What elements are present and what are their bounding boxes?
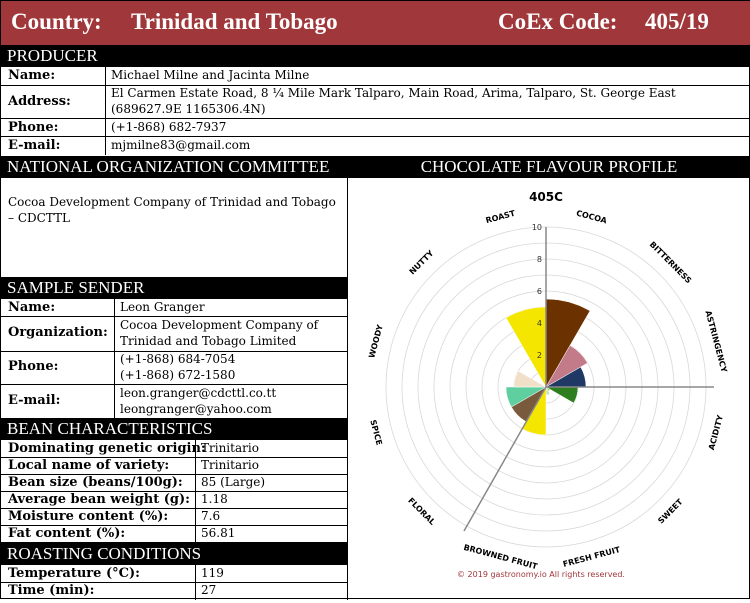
producer-address-label: Address: xyxy=(8,94,71,109)
axis-line-southwest xyxy=(463,386,547,532)
radial-tick-8: 8 xyxy=(537,255,542,264)
bean-value-2: 85 (Large) xyxy=(201,475,266,489)
wedge-woody xyxy=(513,370,547,388)
flavour-heading: CHOCOLATE FLAVOUR PROFILE xyxy=(347,156,750,178)
bean-label-5: Fat content (%): xyxy=(8,526,126,541)
polar-area-chart: 405C 2 4 6 8 10 COCOA BITTERNESS ASTRINGENCY ACID… xyxy=(367,190,728,579)
roast-label-0: Temperature (°C): xyxy=(8,566,140,581)
sender-phone-line1: (+1-868) 684-7054 xyxy=(120,352,236,366)
roast-value-1: 27 xyxy=(201,583,217,597)
radial-tick-2: 2 xyxy=(537,351,542,360)
noc-line2: – CDCTTL xyxy=(8,211,70,225)
category-label-woody: WOODY xyxy=(367,324,385,360)
roast-value-0: 119 xyxy=(201,566,224,580)
category-label-spice: SPICE xyxy=(368,419,383,446)
flavour-chart: 405C 2 4 6 8 10 COCOA BITTERNESS ASTRINGENCY ACID… xyxy=(347,179,750,599)
producer-email-value: mjmilne83@gmail.com xyxy=(111,138,251,152)
radial-tick-6: 6 xyxy=(537,287,542,296)
sender-name-label: Name: xyxy=(8,300,56,315)
sender-heading: SAMPLE SENDER xyxy=(1,277,347,299)
wedge-bitterness xyxy=(545,345,588,388)
bean-value-5: 56.81 xyxy=(201,526,236,540)
category-label-cocoa: COCOA xyxy=(575,209,608,226)
roast-label-1: Time (min): xyxy=(8,583,95,598)
sender-org-label: Organization: xyxy=(8,325,108,340)
category-label-browned-fruit: BROWNED FRUIT xyxy=(463,543,539,572)
header-bar: Country: Trinidad and Tobago CoEx Code: … xyxy=(1,1,750,45)
category-label-roast: ROAST xyxy=(485,209,517,226)
bean-value-3: 1.18 xyxy=(201,492,228,506)
country-value: Trinidad and Tobago xyxy=(131,9,338,34)
roasting-heading: ROASTING CONDITIONS xyxy=(1,543,347,565)
radial-tick-4: 4 xyxy=(537,319,542,328)
bean-label-4: Moisture content (%): xyxy=(8,509,169,524)
bean-heading: BEAN CHARACTERISTICS xyxy=(1,418,347,440)
producer-address-line2: (689627.9E 1165306.4N) xyxy=(111,102,266,116)
copyright-text: © 2019 gastronomy.io All rights reserved… xyxy=(457,570,625,579)
producer-email-label: E-mail: xyxy=(8,138,61,153)
category-label-floral: FLORAL xyxy=(406,496,437,527)
bean-label-0: Dominating genetic origin: xyxy=(8,441,206,456)
producer-name-value: Michael Milne and Jacinta Milne xyxy=(111,68,310,82)
producer-phone-value: (+1-868) 682-7937 xyxy=(111,120,227,134)
producer-phone-label: Phone: xyxy=(8,120,59,135)
producer-address-line1: El Carmen Estate Road, 8 ¼ Mile Mark Tal… xyxy=(111,86,676,100)
chart-title: 405C xyxy=(529,190,563,204)
bean-value-1: Trinitario xyxy=(201,458,259,472)
category-label-acidity: ACIDITY xyxy=(707,414,725,451)
category-label-nutty: NUTTY xyxy=(408,249,436,277)
category-label-fresh-fruit: FRESH FRUIT xyxy=(562,545,622,569)
coex-value: 405/19 xyxy=(645,9,709,34)
coex-label: CoEx Code: xyxy=(498,9,618,34)
bean-label-3: Average bean weight (g): xyxy=(8,492,190,507)
noc-line1: Cocoa Development Company of Trinidad an… xyxy=(8,195,336,209)
sender-phone-line2: (+1-868) 672-1580 xyxy=(120,368,236,382)
category-label-sweet: SWEET xyxy=(656,497,685,526)
sender-email-line1: leon.granger@cdcttl.co.tt xyxy=(120,386,277,400)
category-label-bitterness: BITTERNESS xyxy=(648,240,694,286)
wedge-acidity xyxy=(545,386,579,404)
radial-tick-10: 10 xyxy=(532,223,542,232)
category-label-astringency: ASTRINGENCY xyxy=(703,310,728,374)
bean-value-0: Trinitario xyxy=(201,441,259,455)
sender-email-label: E-mail: xyxy=(8,393,61,408)
sender-org-line2: Trinidad and Tobago Limited xyxy=(120,334,297,348)
bean-label-2: Bean size (beans/100g): xyxy=(8,475,183,490)
bean-label-1: Local name of variety: xyxy=(8,458,170,473)
noc-heading: NATIONAL ORGANIZATION COMMITTEE xyxy=(1,156,347,178)
wedge-spice xyxy=(505,386,547,408)
sender-name-value: Leon Granger xyxy=(120,300,205,314)
sender-phone-label: Phone: xyxy=(8,359,59,374)
bean-value-4: 7.6 xyxy=(201,509,221,523)
sender-org-line1: Cocoa Development Company of xyxy=(120,318,319,332)
sender-email-line2: leongranger@yahoo.com xyxy=(120,402,272,416)
producer-heading: PRODUCER xyxy=(1,45,750,67)
producer-name-label: Name: xyxy=(8,68,56,83)
country-label: Country: xyxy=(11,9,102,34)
